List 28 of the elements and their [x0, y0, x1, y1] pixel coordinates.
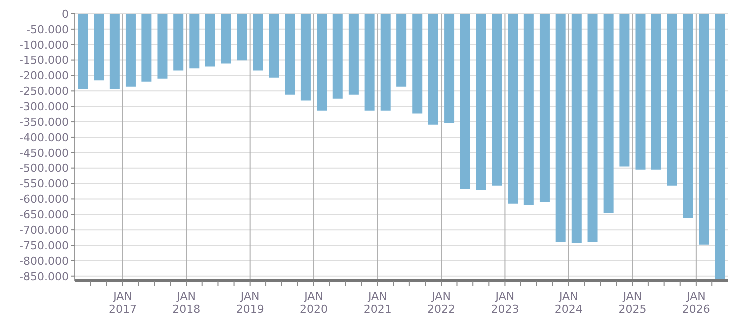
x-tick-label: JAN 2020 — [300, 290, 328, 313]
y-tick-label: -550.000 — [20, 178, 69, 191]
y-tick-label: -700.000 — [20, 224, 69, 237]
y-tick-label: 0 — [62, 8, 69, 21]
x-tick-label: JAN 2022 — [428, 290, 456, 313]
y-tick-label: -350.000 — [20, 116, 69, 129]
y-tick-label: -400.000 — [20, 131, 69, 144]
y-tick-label: -150.000 — [20, 54, 69, 68]
x-tick-label: JAN 2021 — [364, 290, 392, 313]
x-tick-label: JAN 2026 — [682, 290, 710, 313]
y-tick-label: -50.000 — [26, 23, 69, 36]
x-tick-label: JAN 2024 — [554, 290, 583, 313]
y-tick-label: -600.000 — [20, 193, 69, 206]
y-tick-label: -100.000 — [20, 38, 69, 52]
x-tick-label: JAN 2025 — [618, 290, 647, 313]
y-tick-label: -300.000 — [20, 100, 69, 114]
y-tick-label: -200.000 — [20, 70, 69, 83]
y-tick-label: -850.000 — [20, 270, 69, 284]
y-tick-label: -250.000 — [20, 85, 69, 98]
y-tick-label: -650.000 — [20, 208, 69, 222]
y-tick-label: -500.000 — [20, 162, 69, 176]
x-tick-label: JAN 2023 — [491, 290, 520, 313]
x-tick-label: JAN 2017 — [108, 290, 137, 313]
y-tick-label: -750.000 — [20, 239, 69, 252]
x-tick-label: JAN 2019 — [236, 290, 264, 313]
y-tick-label: -800.000 — [20, 254, 69, 268]
x-tick-label: JAN 2018 — [172, 290, 201, 313]
y-tick-label: -450.000 — [20, 146, 69, 160]
